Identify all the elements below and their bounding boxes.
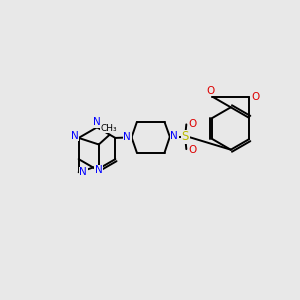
Text: N: N [79,167,87,177]
Text: O: O [189,119,197,129]
Text: N: N [123,132,131,142]
Text: S: S [182,130,189,143]
Text: CH₃: CH₃ [100,124,117,133]
Text: N: N [170,131,178,141]
Text: O: O [207,86,215,96]
Text: N: N [95,165,103,176]
Text: O: O [189,145,197,155]
Text: O: O [251,92,259,102]
Text: N: N [93,117,101,127]
Text: N: N [71,131,79,141]
